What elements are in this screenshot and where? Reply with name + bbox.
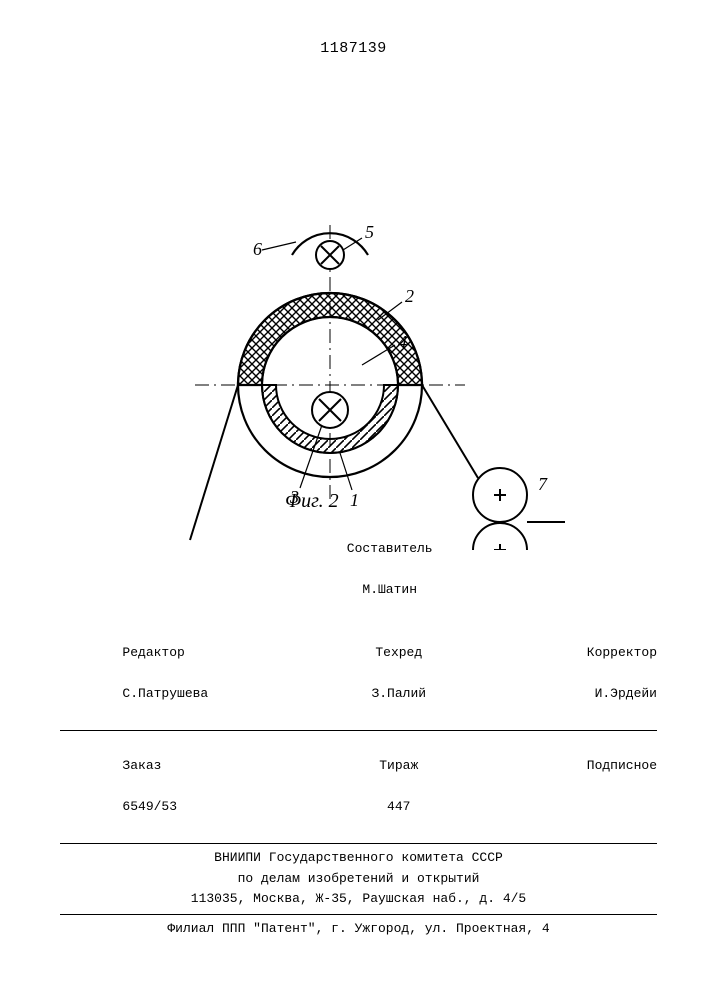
tirage-value: 447: [387, 799, 410, 814]
figure-caption: Фиг. 2: [285, 490, 339, 513]
patent-number: 1187139: [0, 40, 707, 57]
org-line3: 113035, Москва, Ж-35, Раушская наб., д. …: [60, 889, 657, 910]
divider: [60, 843, 657, 844]
compiler-label: Составитель: [347, 541, 433, 556]
corrector-name: И.Эрдейи: [595, 686, 657, 701]
divider: [60, 914, 657, 915]
order-label: Заказ: [122, 758, 161, 773]
label-6: 6: [253, 239, 262, 259]
editor-label: Редактор: [122, 645, 184, 660]
sign-label: Подписное: [587, 758, 657, 773]
corrector-label: Корректор: [587, 645, 657, 660]
figure-diagram: 6 5 2 4 3 1 7 7: [0, 120, 707, 550]
label-2: 2: [405, 286, 414, 306]
compiler-name: М.Шатин: [362, 582, 417, 597]
order-value: 6549/53: [122, 799, 177, 814]
org-line1: ВНИИПИ Государственного комитета СССР: [60, 848, 657, 869]
label-4: 4: [398, 332, 407, 352]
branch-line: Филиал ППП "Патент", г. Ужгород, ул. Про…: [60, 919, 657, 940]
label-5: 5: [365, 222, 374, 242]
techred-name: З.Палий: [371, 686, 426, 701]
tirage-label: Тираж: [379, 758, 418, 773]
colophon: Составитель М.Шатин Редактор С.Патрушева…: [60, 518, 657, 940]
org-line2: по делам изобретений и открытий: [60, 869, 657, 890]
divider: [60, 730, 657, 731]
techred-label: Техред: [375, 645, 422, 660]
label-1: 1: [350, 490, 359, 510]
label-7a: 7: [538, 474, 548, 494]
editor-name: С.Патрушева: [122, 686, 208, 701]
